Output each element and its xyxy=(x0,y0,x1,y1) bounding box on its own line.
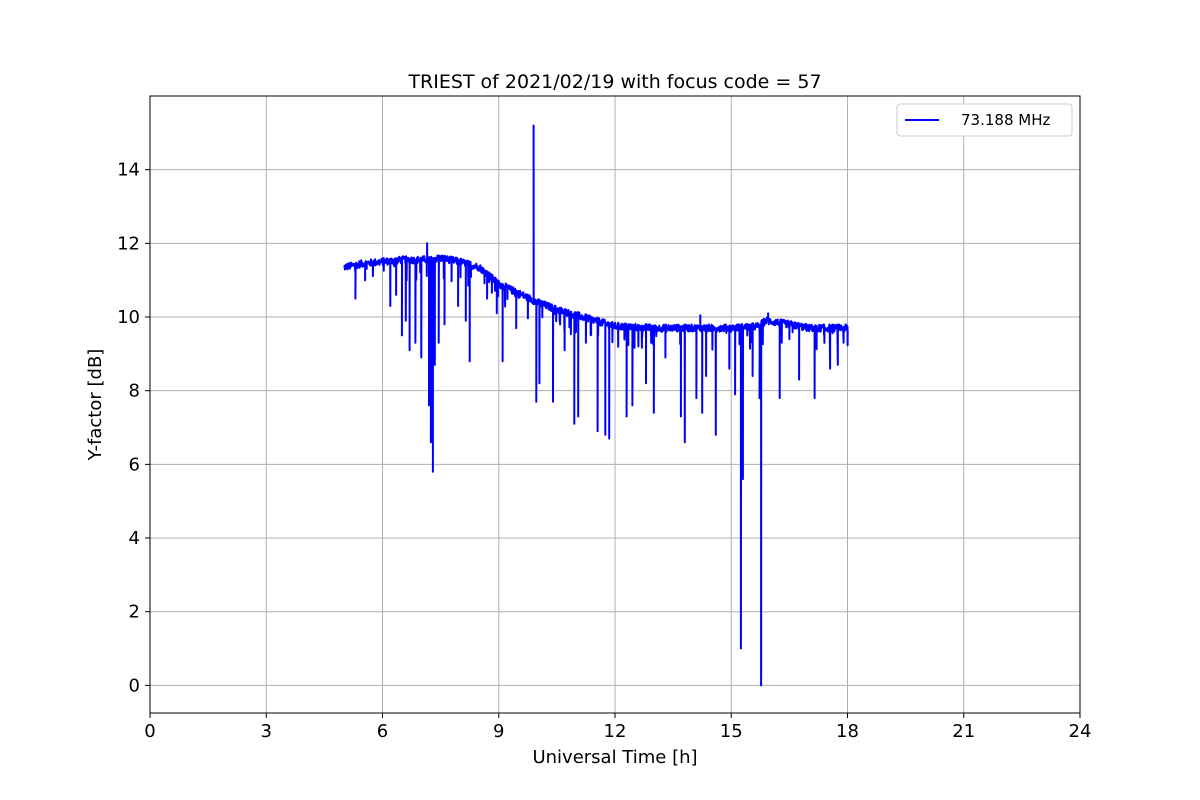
y-tick-label: 10 xyxy=(117,307,140,328)
chart-title: TRIEST of 2021/02/19 with focus code = 5… xyxy=(407,71,821,93)
legend: 73.188 MHz xyxy=(896,103,1073,137)
y-axis: 0 2 4 6 8 10 12 14 xyxy=(117,160,150,696)
y-tick-label: 14 xyxy=(117,160,140,181)
legend-box xyxy=(896,103,1073,137)
x-tick-label: 12 xyxy=(604,721,627,742)
x-tick-label: 9 xyxy=(493,721,504,742)
x-tick-label: 15 xyxy=(720,721,743,742)
y-tick-label: 0 xyxy=(129,675,140,696)
x-tick-label: 21 xyxy=(952,721,975,742)
y-tick-label: 6 xyxy=(129,454,140,475)
grid xyxy=(149,96,1081,713)
x-tick-label: 6 xyxy=(377,721,388,742)
y-tick-label: 2 xyxy=(129,602,140,623)
x-tick-label: 3 xyxy=(261,721,272,742)
x-tick-label: 18 xyxy=(836,721,859,742)
x-axis-label: Universal Time [h] xyxy=(532,747,697,768)
x-tick-label: 24 xyxy=(1069,721,1092,742)
series-line xyxy=(343,124,849,687)
x-tick-label: 0 xyxy=(144,721,155,742)
y-tick-label: 4 xyxy=(129,528,140,549)
legend-label: 73.188 MHz xyxy=(961,111,1050,129)
x-axis: 0 3 6 9 12 15 18 21 24 xyxy=(144,713,1091,742)
series-73188 xyxy=(343,124,849,687)
y-tick-label: 12 xyxy=(117,233,140,254)
y-tick-label: 8 xyxy=(129,381,140,402)
y-axis-label: Y-factor [dB] xyxy=(85,349,106,462)
